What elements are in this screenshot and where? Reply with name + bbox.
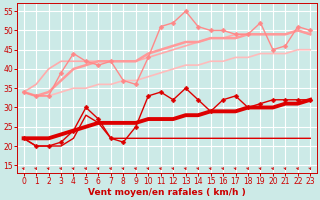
X-axis label: Vent moyen/en rafales ( km/h ): Vent moyen/en rafales ( km/h ) [88,188,246,197]
